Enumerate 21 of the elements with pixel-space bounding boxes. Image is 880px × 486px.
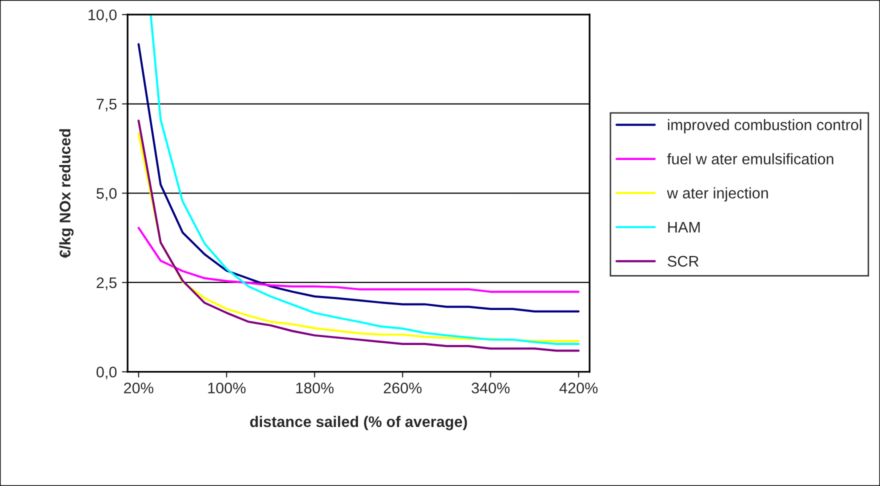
legend-label: HAM (668, 222, 700, 232)
x-tick-label: 260% (384, 382, 422, 394)
y-tick-label: 7,5 (96, 98, 117, 112)
x-tick-label: 180% (296, 382, 334, 394)
y-tick-label: 2,5 (96, 277, 117, 290)
legend-label: fuel w ater emulsification (667, 153, 834, 164)
line-series (138, 43, 580, 312)
x-tick-label: 340% (472, 382, 510, 394)
legend-label: SCR (668, 256, 699, 267)
x-tick-label: 20% (124, 382, 154, 394)
y-axis-title: €/kg NOx reduced (59, 129, 74, 258)
x-axis-title: distance sailed (% of average) (250, 416, 467, 430)
y-tick-label: 5,0 (96, 188, 117, 201)
y-tick-label: 10,0 (88, 9, 117, 22)
y-tick-label: 0,0 (96, 366, 117, 380)
legend-label: improved combustion control (668, 119, 862, 134)
line-series (150, 14, 580, 345)
x-tick-label: 420% (559, 382, 598, 394)
x-tick-label: 100% (208, 382, 246, 394)
legend-label: w ater injection (666, 187, 768, 202)
line-series (138, 226, 580, 293)
